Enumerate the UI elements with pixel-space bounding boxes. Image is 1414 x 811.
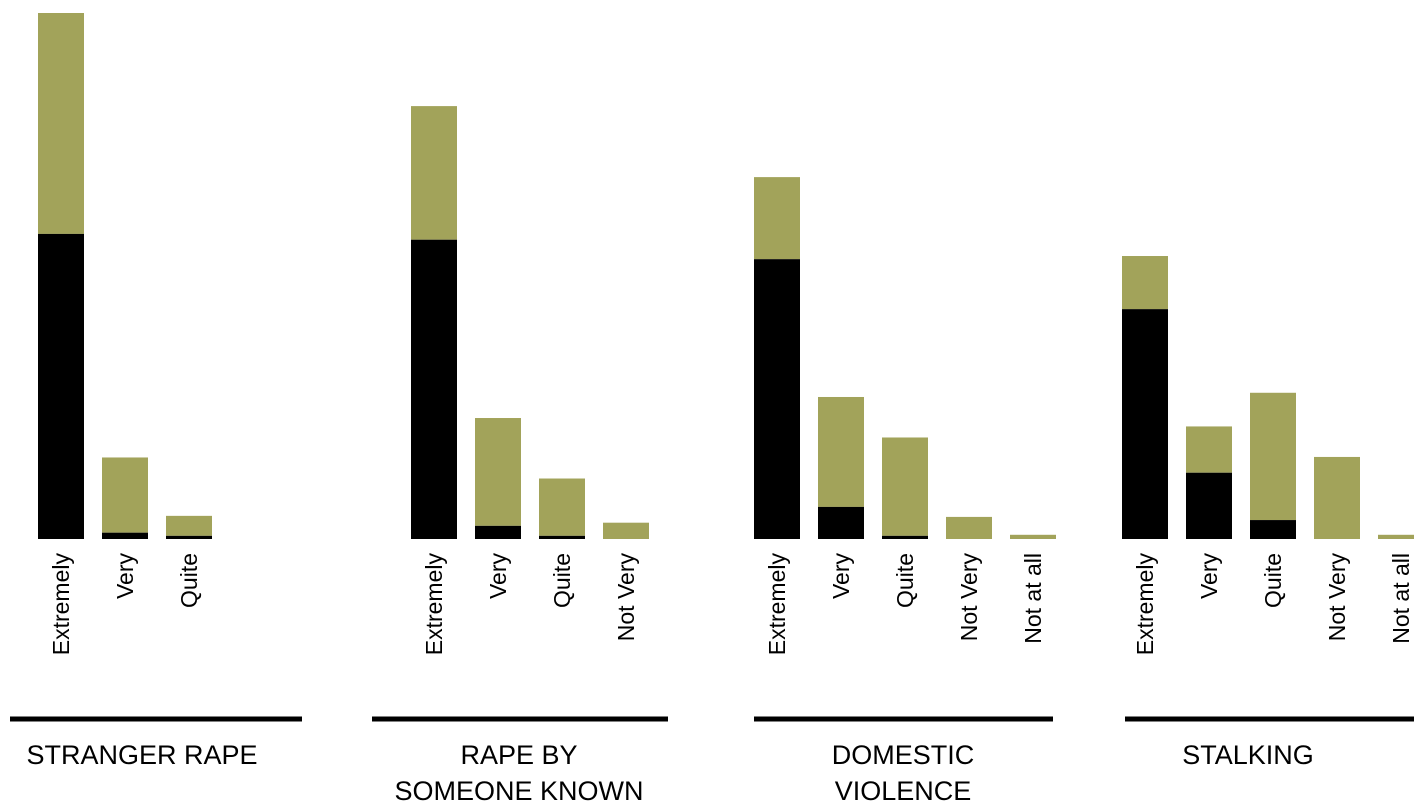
group-label: VIOLENCE	[835, 776, 972, 806]
bar-upper-segment	[166, 515, 212, 536]
bar-upper-segment	[1010, 534, 1056, 539]
group-underline	[1125, 716, 1414, 722]
bar-upper-segment	[1250, 392, 1296, 521]
category-tick-label: Not Very	[1324, 553, 1350, 642]
category-tick-label: Extremely	[48, 553, 74, 656]
bar-lower-segment	[102, 532, 148, 539]
category-tick-label: Quite	[892, 553, 918, 608]
category-tick-label: Quite	[1260, 553, 1286, 608]
bar-lower-segment	[475, 525, 521, 539]
bar-lower-segment	[818, 506, 864, 539]
category-tick-label: Quite	[549, 553, 575, 608]
bar-lower-segment	[38, 233, 84, 540]
category-tick-label: Not Very	[956, 553, 982, 642]
category-tick-label: Not at all	[1388, 553, 1414, 644]
bar-lower-segment	[1186, 472, 1232, 539]
category-tick-label: Very	[112, 553, 138, 600]
group-label: SOMEONE KNOWN	[394, 776, 643, 806]
category-tick-label: Not Very	[613, 553, 639, 642]
category-tick-label: Extremely	[421, 553, 447, 656]
bar-upper-segment	[38, 13, 84, 234]
bar-lower-segment	[754, 259, 800, 539]
bar-upper-segment	[1314, 456, 1360, 539]
group-label: RAPE BY	[460, 740, 577, 770]
bar-lower-segment	[1250, 520, 1296, 539]
bar-lower-segment	[166, 535, 212, 539]
group-label: STALKING	[1182, 740, 1314, 770]
bar-upper-segment	[754, 177, 800, 260]
group-underline	[754, 716, 1053, 722]
bar-lower-segment	[1122, 309, 1168, 539]
group-label: STRANGER RAPE	[26, 740, 257, 770]
bar-lower-segment	[539, 535, 585, 539]
category-tick-label: Very	[1196, 553, 1222, 600]
bar-upper-segment	[411, 106, 457, 240]
category-tick-label: Quite	[176, 553, 202, 608]
category-tick-label: Extremely	[764, 553, 790, 656]
bar-upper-segment	[102, 457, 148, 533]
bar-lower-segment	[882, 535, 928, 539]
bar-upper-segment	[882, 437, 928, 536]
group-label: DOMESTIC	[832, 740, 975, 770]
bar-upper-segment	[946, 516, 992, 539]
bar-upper-segment	[1378, 534, 1414, 539]
group-underline	[10, 716, 302, 722]
bar-upper-segment	[603, 522, 649, 539]
bar-upper-segment	[475, 418, 521, 526]
category-tick-label: Not at all	[1020, 553, 1046, 644]
bar-upper-segment	[818, 396, 864, 507]
category-tick-label: Very	[828, 553, 854, 600]
category-tick-label: Very	[485, 553, 511, 600]
bar-upper-segment	[1186, 426, 1232, 473]
bar-upper-segment	[539, 478, 585, 536]
category-tick-label: Extremely	[1132, 553, 1158, 656]
bar-upper-segment	[1122, 256, 1168, 310]
bar-lower-segment	[411, 239, 457, 539]
group-underline	[372, 716, 668, 722]
